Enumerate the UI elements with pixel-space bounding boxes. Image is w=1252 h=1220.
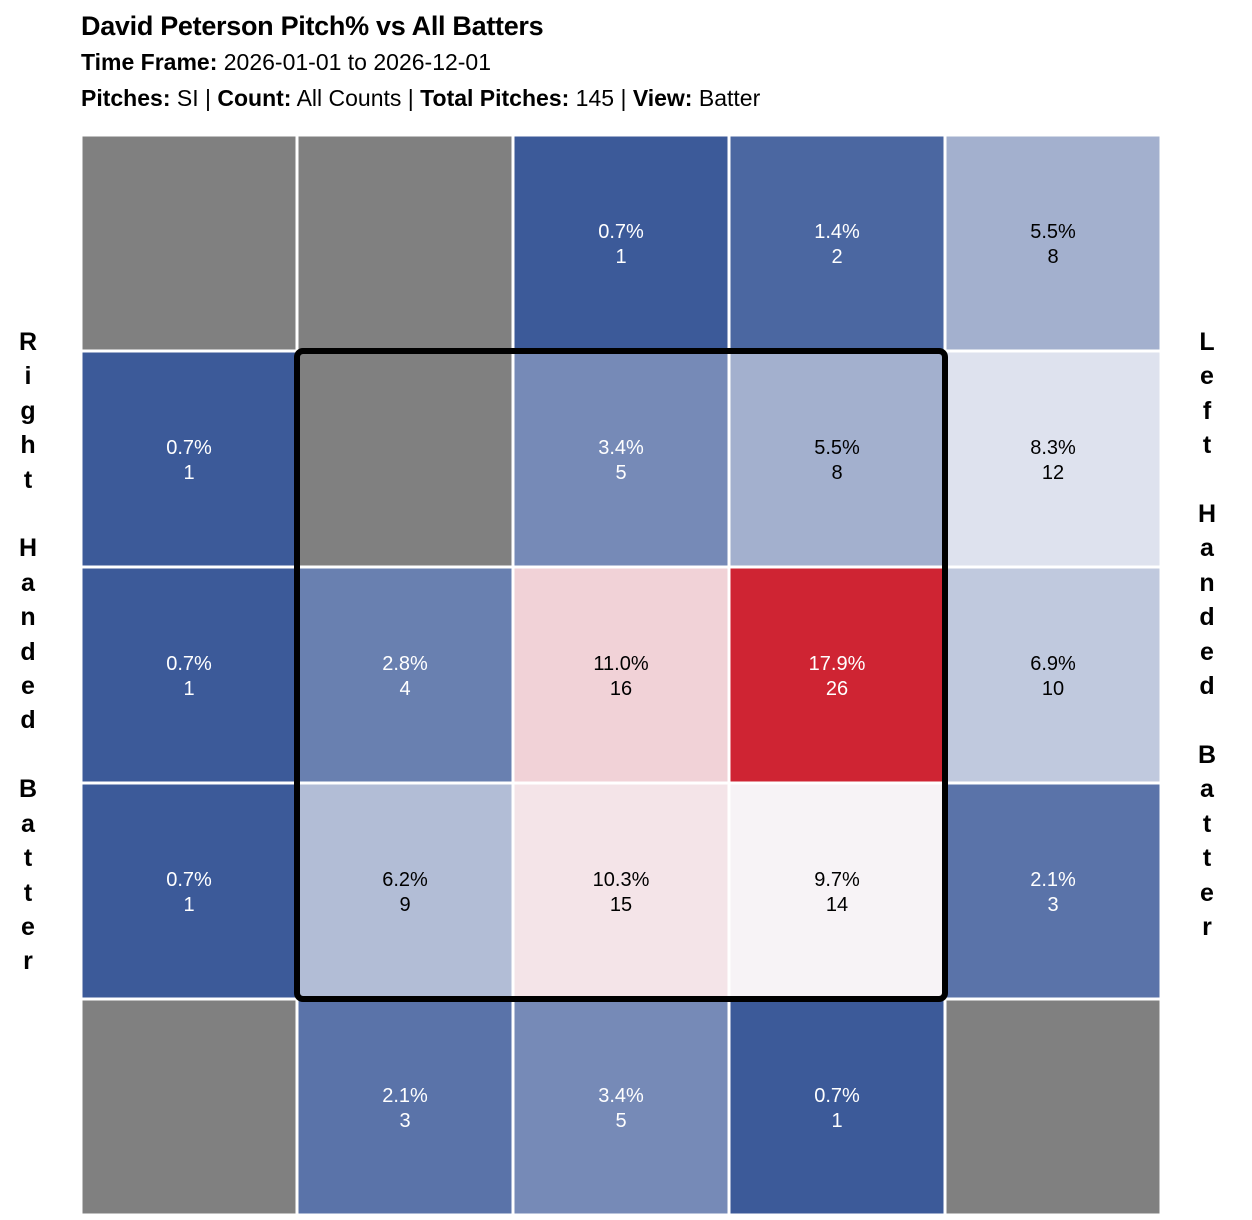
cell-count-label: 1 [183,894,194,916]
zone-cell-r1-c3 [727,349,947,569]
cell-count-label: 5 [615,462,626,484]
cell-count-label: 2 [831,246,842,268]
cell-count-label: 8 [831,462,842,484]
zone-cell-r0-c3 [727,133,947,353]
cell-pct-label: 17.9% [809,653,866,675]
zone-cell-r3-c3 [727,781,947,1001]
zone-cell-r3-c4 [943,781,1163,1001]
cell-count-label: 1 [831,1110,842,1132]
cell-count-label: 3 [399,1110,410,1132]
zone-cell-r4-c1 [295,997,515,1217]
cell-pct-label: 0.7% [166,437,212,459]
count-value: All Counts [296,85,402,111]
cell-pct-label: 11.0% [593,653,648,675]
zone-cell-r0-c1 [295,133,515,353]
zone-cell-r0-c0 [79,133,299,353]
cell-pct-label: 6.2% [382,869,428,891]
time-frame-line: Time Frame: 2026-01-01 to 2026-12-01 [81,44,760,80]
cell-count-label: 16 [610,678,632,700]
cell-pct-label: 2.8% [382,653,428,675]
zone-cell-r1-c1 [295,349,515,569]
zone-cell-r2-c4 [943,565,1163,785]
view-label: View: [632,85,693,111]
cell-pct-label: 6.9% [1030,653,1076,675]
cell-count-label: 1 [183,678,194,700]
cell-pct-label: 3.4% [598,437,644,459]
zone-cell-r3-c2 [511,781,731,1001]
zone-cell-r4-c4 [943,997,1163,1217]
zone-cell-r0-c2 [511,133,731,353]
zone-cell-r3-c1 [295,781,515,1001]
cell-count-label: 15 [610,894,632,916]
filter-line: Pitches: SI | Count: All Counts | Total … [81,80,760,116]
cell-count-label: 10 [1042,678,1064,700]
cell-pct-label: 0.7% [814,1085,860,1107]
time-frame-value: 2026-01-01 to 2026-12-01 [223,49,492,75]
chart-header: David Peterson Pitch% vs All Batters Tim… [81,8,760,116]
right-handed-batter-label: R i g h t H a n d e d B a t t e r [18,328,38,976]
cell-count-label: 9 [399,894,410,916]
cell-pct-label: 3.4% [598,1085,644,1107]
cell-pct-label: 9.7% [814,869,860,891]
chart-title: David Peterson Pitch% vs All Batters [81,11,544,41]
zone-cell-r1-c2 [511,349,731,569]
cell-pct-label: 1.4% [814,221,860,243]
cell-pct-label: 5.5% [814,437,860,459]
cell-pct-label: 8.3% [1030,437,1076,459]
count-label: Count: [217,85,292,111]
zone-cell-r2-c2 [511,565,731,785]
zone-cell-r1-c4 [943,349,1163,569]
zone-cell-r4-c3 [727,997,947,1217]
cell-pct-label: 2.1% [1030,869,1076,891]
strike-zone-outline [294,348,948,1002]
pitches-value: SI [176,85,199,111]
separator: | [620,85,627,111]
cell-pct-label: 5.5% [1030,221,1076,243]
pitches-label: Pitches: [81,85,171,111]
cell-pct-label: 2.1% [382,1085,428,1107]
zone-cell-r0-c4 [943,133,1163,353]
total-pitches-value: 145 [575,85,615,111]
cell-count-label: 5 [615,1110,626,1132]
cell-count-label: 1 [183,462,194,484]
zone-cell-r2-c0 [79,565,299,785]
cell-pct-label: 0.7% [166,653,212,675]
cell-count-label: 14 [826,894,848,916]
separator: | [407,85,414,111]
cell-count-label: 3 [1047,894,1058,916]
left-handed-batter-label: L e f t H a n d e d B a t t e r [1197,328,1217,941]
zone-cell-r4-c0 [79,997,299,1217]
cell-count-label: 12 [1042,462,1064,484]
zone-cell-r1-c0 [79,349,299,569]
cell-count-label: 8 [1047,246,1058,268]
cell-count-label: 1 [615,246,626,268]
zone-cell-r2-c1 [295,565,515,785]
time-frame-label: Time Frame: [81,49,218,75]
cell-pct-label: 10.3% [593,869,650,891]
cell-count-label: 26 [826,678,848,700]
cell-pct-label: 0.7% [166,869,212,891]
zone-cell-r3-c0 [79,781,299,1001]
zone-cell-r4-c2 [511,997,731,1217]
separator: | [205,85,211,111]
cell-count-label: 4 [399,678,410,700]
view-value: Batter [698,85,761,111]
cell-pct-label: 0.7% [598,221,644,243]
zone-cell-r2-c3 [727,565,947,785]
total-pitches-label: Total Pitches: [420,85,570,111]
